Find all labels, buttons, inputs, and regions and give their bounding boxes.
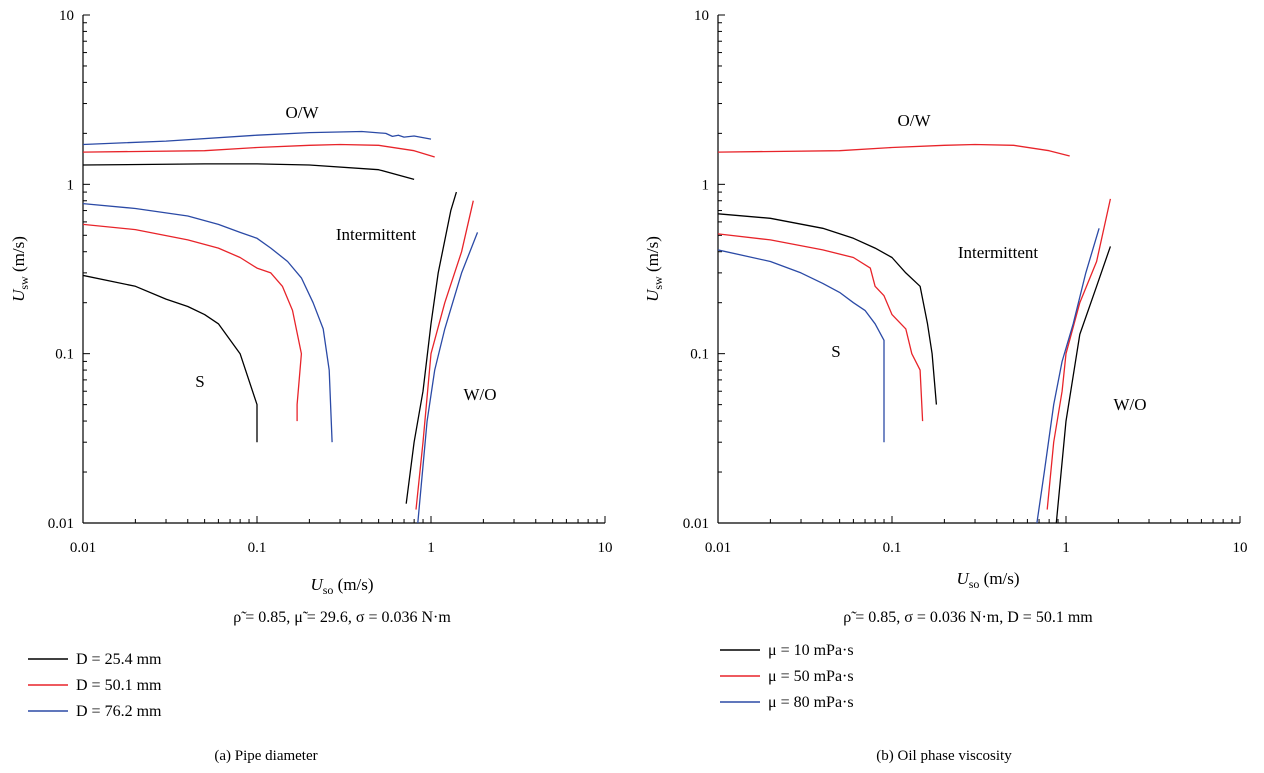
legend-label: D = 76.2 mm — [76, 703, 162, 720]
series-line-a-2-seg-1 — [83, 143, 435, 158]
series-line-b-1-seg-1 — [718, 213, 938, 405]
series-line-b-2-seg-2 — [718, 233, 924, 422]
legend-label: D = 50.1 mm — [76, 677, 162, 694]
legend-b: μ = 10 mPa·s μ = 50 mPa·s μ = 80 mPa·s — [720, 642, 854, 711]
panel-caption: (a) Pipe diameter — [214, 748, 317, 764]
series-line-b-3-seg-1 — [718, 249, 885, 443]
x-tick-label: 1 — [427, 540, 435, 556]
series-line-b-2-seg-3 — [1046, 198, 1112, 510]
series-line-b-1-seg-2 — [1055, 246, 1112, 523]
legend-label: μ = 80 mPa·s — [768, 694, 854, 711]
series-line-a-3-seg-2 — [83, 202, 333, 443]
series-line-a-3-seg-3 — [417, 232, 479, 523]
series-line-b-3-seg-2 — [1036, 228, 1100, 523]
series-line-a-2-seg-2 — [83, 223, 303, 422]
y-tick-label: 10 — [694, 8, 709, 24]
x-tick-label: 0.1 — [883, 540, 902, 556]
y-tick-label: 0.01 — [48, 516, 74, 532]
y-tick-label: 10 — [59, 8, 74, 24]
x-tick-label: 0.01 — [70, 540, 96, 556]
legend-label: D = 25.4 mm — [76, 651, 162, 668]
x-tick-label: 1 — [1062, 540, 1070, 556]
legend-a: D = 25.4 mm D = 50.1 mm D = 76.2 mm — [28, 651, 162, 720]
y-axis-label: Usw (m/s) — [9, 236, 31, 302]
x-tick-label: 10 — [598, 540, 613, 556]
series-line-b-2-seg-1 — [718, 143, 1070, 157]
y-axis-label: Usw (m/s) — [643, 236, 665, 302]
conditions-label: ρ̃ = 0.85, σ = 0.036 N·m, D = 50.1 mm — [843, 609, 1093, 626]
region-label: Intermittent — [336, 225, 417, 244]
region-label: W/O — [463, 385, 496, 404]
region-label: O/W — [285, 103, 319, 122]
region-label: S — [831, 342, 840, 361]
legend-label: μ = 10 mPa·s — [768, 642, 854, 659]
y-tick-label: 0.01 — [683, 516, 709, 532]
region-label: Intermittent — [958, 243, 1039, 262]
legend-label: μ = 50 mPa·s — [768, 668, 854, 685]
y-tick-label: 0.1 — [690, 347, 709, 363]
region-label: O/W — [897, 111, 931, 130]
y-tick-label: 1 — [67, 177, 75, 193]
x-tick-label: 0.1 — [248, 540, 267, 556]
series-line-a-1-seg-2 — [83, 274, 258, 443]
y-tick-label: 1 — [702, 177, 710, 193]
panel-caption: (b) Oil phase viscosity — [876, 748, 1012, 764]
y-tick-label: 0.1 — [55, 347, 74, 363]
conditions-label: ρ̃ = 0.85, μ̃ = 29.6, σ = 0.036 N·m — [233, 609, 451, 626]
x-tick-label: 0.01 — [705, 540, 731, 556]
x-tick-label: 10 — [1233, 540, 1248, 556]
series-line-a-2-seg-3 — [415, 200, 474, 510]
region-label: W/O — [1113, 395, 1146, 414]
region-label: S — [195, 372, 204, 391]
series-line-a-1-seg-1 — [83, 163, 415, 181]
x-axis-label: Uso (m/s) — [310, 575, 373, 597]
x-axis-label: Uso (m/s) — [956, 569, 1019, 591]
chart-panel-b: 0.01 0.1 1 10 0.01 0.1 1 10 Uso (m/s) Usw (m/s) O/… — [643, 8, 1248, 764]
series-line-a-3-seg-1 — [83, 130, 432, 146]
chart-panel-a: 0.01 0.1 1 10 0.01 0.1 1 10 Uso (m/s) Usw (m/s) O/… — [9, 8, 613, 764]
series-line-a-1-seg-3 — [405, 191, 458, 504]
